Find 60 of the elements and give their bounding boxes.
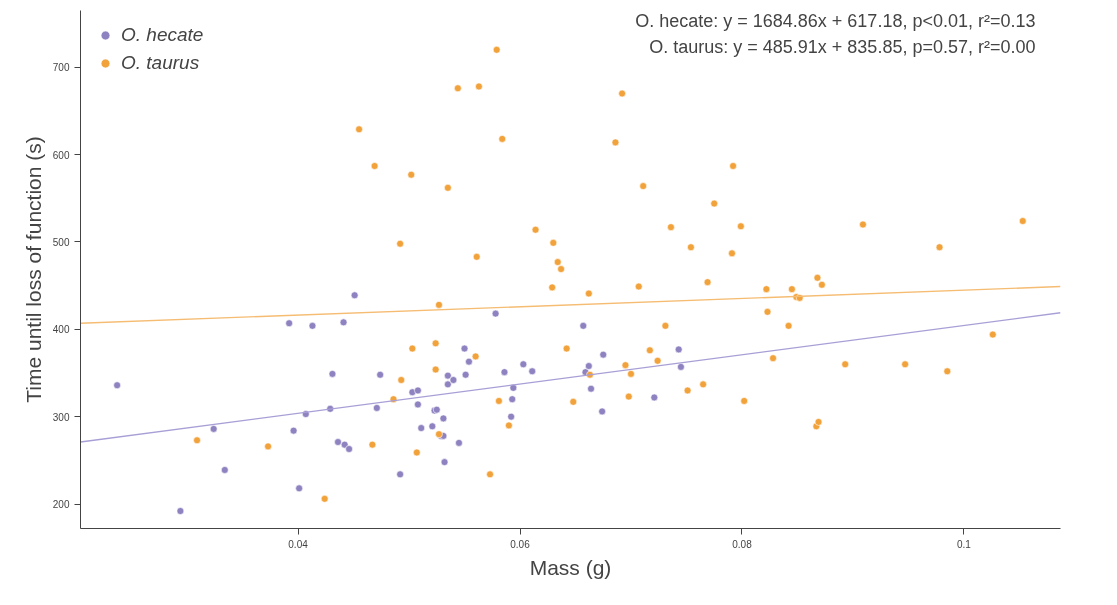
point — [113, 381, 121, 390]
point — [439, 414, 448, 423]
point — [508, 395, 517, 404]
x-axis-title: Mass (g) — [529, 555, 612, 579]
x-tick-label: 0.1 — [956, 538, 972, 550]
point — [340, 440, 349, 449]
y-tick-label: 200 — [52, 499, 70, 511]
point — [289, 426, 298, 435]
point — [376, 370, 384, 379]
y-tick-label: 500 — [52, 236, 70, 248]
x-tick-label: 0.06 — [510, 538, 531, 550]
point — [209, 425, 218, 433]
point — [345, 445, 353, 453]
point — [373, 404, 381, 412]
point — [599, 350, 608, 359]
y-tick-label: 700 — [52, 62, 70, 74]
point — [295, 484, 303, 493]
point — [491, 309, 500, 318]
point — [444, 371, 452, 380]
point — [528, 367, 537, 376]
point — [465, 357, 473, 366]
point — [308, 322, 317, 330]
point — [334, 438, 342, 446]
point — [500, 368, 509, 376]
annotation: O. hecate: y = 1684.86x + 617.18, p<0.01, r²=0.13 — [635, 10, 1036, 31]
point — [350, 291, 359, 300]
point — [460, 344, 469, 353]
point — [285, 319, 293, 328]
point — [417, 424, 426, 432]
point — [579, 322, 588, 330]
point — [449, 376, 458, 384]
point — [414, 386, 422, 395]
point — [507, 412, 515, 421]
point — [519, 360, 528, 369]
y-tick-label: 600 — [52, 149, 70, 161]
point — [428, 422, 437, 431]
point — [585, 362, 593, 370]
x-tick-label: 0.08 — [732, 538, 753, 550]
point — [677, 363, 685, 371]
point — [650, 393, 659, 402]
point — [587, 384, 595, 393]
point — [461, 370, 470, 379]
point — [598, 407, 606, 416]
y-tick-label: 400 — [52, 324, 70, 336]
y-tick-label: 300 — [52, 411, 70, 423]
point — [455, 439, 463, 447]
point — [444, 380, 452, 389]
point — [674, 345, 683, 354]
point — [328, 370, 337, 378]
legend-label: O. taurus — [121, 52, 200, 74]
legend-label: O. hecate — [121, 24, 204, 46]
annotation: O. taurus: y = 485.91x + 835.85, p=0.57, r²=0.00 — [649, 36, 1036, 57]
point — [440, 458, 449, 466]
y-axis-title: Time until loss of function (s) — [21, 136, 45, 403]
point — [339, 318, 348, 327]
point — [176, 507, 185, 515]
point — [414, 400, 422, 409]
point — [220, 466, 229, 474]
point — [396, 470, 404, 479]
x-tick-label: 0.04 — [288, 538, 309, 550]
